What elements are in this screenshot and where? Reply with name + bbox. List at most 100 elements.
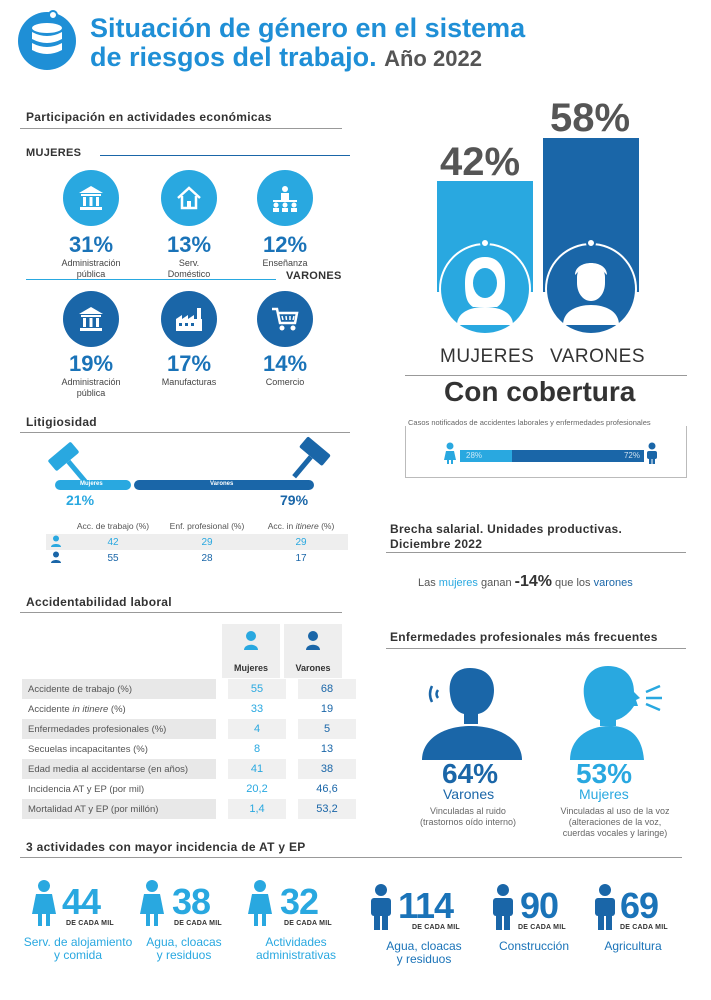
shopping-cart-icon (257, 291, 313, 347)
coverage-title: Con cobertura (444, 376, 636, 407)
part-varones-label-2: Manufacturas (161, 377, 217, 387)
coverage-varones-label: VARONES (550, 346, 646, 367)
woman-figure-icon (32, 880, 56, 926)
table-row: Accidente de trabajo (%) 55 68 (22, 679, 356, 699)
coverage-varones-circle (545, 243, 637, 335)
table-row: Secuelas incapacitantes (%) 8 13 (22, 739, 356, 759)
enfermedades-divider (386, 648, 686, 649)
lit-header-row: Acc. de trabajo (%) Enf. profesional (%)… (46, 518, 348, 534)
part-mujeres-pct-3: 12% (262, 232, 308, 257)
lit-row-varones: 55 28 17 (46, 550, 348, 566)
enf-varones-pct: 64% (442, 758, 499, 789)
page-title: Situación de género en el sistema de rie… (90, 13, 526, 72)
man-figure-icon (371, 884, 391, 930)
lit-header-1: Acc. de trabajo (%) (76, 521, 150, 531)
man-avatar-icon (563, 263, 619, 325)
lit-varones-pct: 79% (280, 492, 309, 508)
table-row: Edad media al accidentarse (en años) 41 38 (22, 759, 356, 779)
lit-header-3: Acc. in itinere (%) (267, 521, 335, 531)
part-varones-pct-1: 19% (68, 351, 114, 376)
woman-figure-icon (140, 880, 164, 926)
enf-mujeres-label: Mujeres (579, 786, 629, 802)
man-icon (46, 550, 66, 566)
cases-track: 28% 72% (460, 450, 644, 462)
varones-line (26, 279, 276, 280)
woman-icon (46, 534, 66, 550)
lit-m-3: 29 (295, 536, 307, 548)
coverage-mujeres-pct: 42% (440, 140, 521, 184)
brecha-title: Brecha salarial. Unidades productivas. D… (390, 522, 623, 551)
litigiosidad-table: Acc. de trabajo (%) Enf. profesional (%)… (46, 518, 348, 566)
table-row: Enfermedades profesionales (%) 4 5 (22, 719, 356, 739)
part-varones-label-3: Comercio (265, 377, 305, 387)
mujeres-line (100, 155, 350, 156)
lit-v-2: 28 (201, 552, 213, 564)
classroom-icon (257, 170, 313, 226)
woman-avatar-icon (457, 257, 513, 325)
lit-row-mujeres: 42 29 29 (46, 534, 348, 550)
part-mujeres-item-1: 31% Administración pública (52, 170, 130, 280)
gavel-right-icon (292, 436, 331, 479)
part-mujeres-item-2: 13% Serv. Doméstico (150, 170, 228, 280)
database-icon (32, 23, 62, 54)
woman-figure-icon (248, 880, 272, 926)
part-mujeres-label-3: Enseñanza (262, 258, 308, 268)
coverage-mujeres-label: MUJERES (440, 346, 535, 367)
coverage-mujeres-circle (439, 243, 531, 335)
coverage-dot-mujeres (480, 238, 490, 248)
accidentabilidad-table: Accidente de trabajo (%) 55 68 Accidente i… (22, 679, 356, 819)
acc-col-mujeres: Mujeres (222, 624, 280, 678)
lit-v-1: 55 (107, 552, 119, 564)
table-row: Mortalidad AT y EP (por millón) 1,4 53,2 (22, 799, 356, 819)
litigiosidad-title: Litigiosidad (26, 415, 97, 429)
lit-mujeres-bar (55, 480, 131, 490)
man-small-icon (647, 442, 657, 464)
government-building-icon (63, 291, 119, 347)
accidentabilidad-divider (20, 612, 342, 613)
coverage-divider (405, 375, 687, 376)
man-icon (306, 631, 320, 650)
enf-varones-label: Varones (443, 786, 495, 802)
varones-label: VARONES (286, 270, 342, 282)
coverage-dot-varones (586, 238, 596, 248)
part-mujeres-label-1: Administración (61, 258, 121, 268)
actividades-divider (20, 857, 682, 858)
participation-divider (20, 128, 342, 129)
part-varones-label-1b: pública (76, 388, 106, 398)
logo-dot (48, 10, 58, 20)
mujeres-label: MUJERES (26, 147, 82, 159)
house-icon (161, 170, 217, 226)
part-mujeres-label-2b: Doméstico (167, 269, 211, 279)
participation-title: Participación en actividades económicas (26, 110, 272, 124)
cases-mujeres-bar: 28% (460, 450, 512, 462)
lit-mujeres-label: Mujeres (80, 481, 103, 487)
table-row: Accidente in itinere (%) 33 19 (22, 699, 356, 719)
enfermedades-title: Enfermedades profesionales más frecuente… (390, 630, 658, 644)
lit-varones-bar (134, 480, 314, 490)
part-varones-item-3: 14% Comercio (246, 291, 324, 388)
part-mujeres-pct-1: 31% (68, 232, 114, 257)
part-varones-pct-3: 14% (262, 351, 308, 376)
table-row: Incidencia AT y EP (por mil) 20,2 46,6 (22, 779, 356, 799)
coverage-cases-box (405, 426, 687, 478)
lit-mujeres-pct: 21% (66, 492, 95, 508)
woman-voice-icon (570, 666, 662, 760)
actividades-title: 3 actividades con mayor incidencia de AT… (26, 840, 306, 854)
coverage-cases-caption: Casos notificados de accidentes laborale… (408, 418, 651, 427)
man-figure-icon (493, 884, 513, 930)
brecha-text: Las mujeres ganan -14% que los varones (418, 573, 633, 590)
cases-varones-bar: 72% (511, 450, 644, 462)
acc-col-varones: Varones (284, 624, 342, 678)
lit-varones-label: Varones (210, 481, 234, 487)
part-varones-item-1: 19% Administración pública (52, 291, 130, 399)
part-mujeres-label-1b: pública (76, 269, 106, 279)
government-building-icon (63, 170, 119, 226)
part-varones-pct-2: 17% (166, 351, 212, 376)
gavel-left-icon (48, 442, 88, 484)
part-varones-item-2: 17% Manufacturas (150, 291, 228, 388)
man-hearing-icon (422, 668, 522, 760)
litigiosidad-divider (20, 432, 350, 433)
part-mujeres-item-3: 12% Enseñanza (246, 170, 324, 269)
cases-varones-pct: 72% (623, 451, 640, 460)
enf-mujeres-pct: 53% (576, 758, 633, 789)
